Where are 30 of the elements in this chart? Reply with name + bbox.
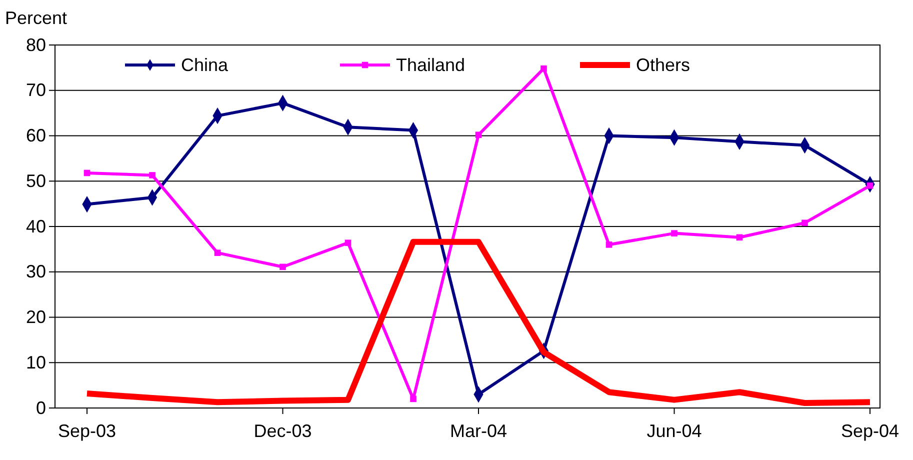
point	[540, 65, 547, 72]
x-tick-label: Sep-03	[58, 420, 116, 441]
x-tick-label: Sep-04	[840, 420, 900, 441]
x-tick-label: Mar-04	[450, 420, 508, 441]
legend-label: Others	[636, 55, 690, 75]
legend-label: China	[181, 55, 230, 75]
point	[280, 264, 286, 270]
point	[671, 230, 678, 236]
y-tick-label: 40	[26, 216, 46, 236]
point	[736, 234, 743, 241]
point	[475, 132, 482, 138]
y-tick-label: 50	[26, 170, 46, 191]
point	[214, 250, 221, 256]
point	[84, 170, 90, 176]
y-tick-label: 0	[36, 398, 46, 418]
legend-label: Thailand	[396, 55, 466, 75]
y-tick-label: 20	[26, 307, 46, 328]
y-tick-label: 80	[26, 34, 46, 55]
x-tick-label: Jun-04	[646, 420, 702, 441]
point	[344, 240, 352, 246]
point	[606, 241, 612, 248]
y-tick-label: 30	[26, 262, 46, 282]
y-tick-label: 10	[26, 352, 46, 372]
y-axis-title: Percent	[5, 8, 68, 28]
x-tick-label: Dec-03	[254, 420, 312, 441]
y-tick-label: 60	[26, 126, 46, 146]
point	[410, 396, 416, 402]
y-tick-label: 70	[26, 80, 46, 100]
point	[802, 220, 808, 226]
point	[149, 172, 156, 178]
